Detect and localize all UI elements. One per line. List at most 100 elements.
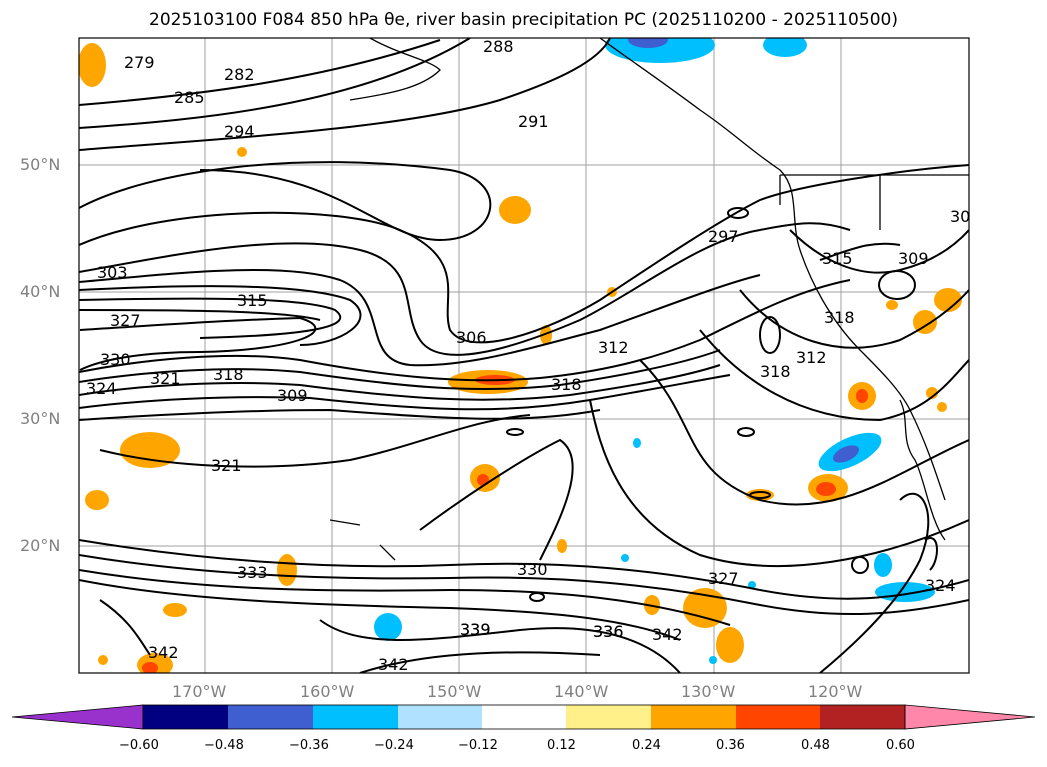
lon-label: 120°W: [808, 682, 863, 701]
contour-label: 336: [593, 622, 624, 641]
contour-label: 336: [593, 622, 624, 641]
contour-label: 279: [124, 53, 155, 72]
colorbar-tick: −0.48: [204, 738, 244, 753]
contour-label: 330: [517, 560, 548, 579]
contour-label: 315: [237, 291, 268, 310]
precip-negative: [709, 656, 717, 664]
contour-label: 30: [950, 207, 970, 226]
contour-label: 309: [277, 386, 308, 405]
precip-strong: [142, 662, 158, 673]
precip-positive: [277, 554, 297, 586]
precip-positive: [120, 432, 180, 468]
map-frame: [78, 37, 970, 674]
contour-label: 315: [822, 249, 853, 268]
lon-label: 130°W: [681, 682, 736, 701]
colorbar-extend-high: [904, 704, 1036, 730]
contour-label: 339: [460, 620, 491, 639]
colorbar-tick: 0.48: [801, 738, 830, 753]
contour-label: 324: [86, 379, 117, 398]
precip-negative: [874, 553, 892, 577]
precip-strong: [816, 482, 836, 496]
lon-label: 170°W: [172, 682, 227, 701]
map-area: 279 282 285 288 291 294 297 303 306 309 …: [79, 37, 970, 673]
contour-label: 342: [148, 643, 179, 662]
colorbar-bin: [820, 705, 905, 729]
precip-negative: [633, 438, 641, 448]
lat-label: 20°N: [20, 536, 61, 555]
precip-negative: [621, 554, 629, 562]
lat-label: 30°N: [20, 409, 61, 428]
precip-positive: [163, 603, 187, 617]
colorbar-bin: [736, 705, 820, 729]
colorbar-tick: −0.12: [458, 738, 498, 753]
precip-strong-negative: [628, 38, 668, 48]
precip-positive: [85, 490, 109, 510]
precip-strong-negative: [832, 445, 860, 463]
theta-e-contours: [79, 38, 969, 673]
contour-label: 342: [652, 625, 683, 644]
colorbar-tick: −0.36: [289, 738, 329, 753]
contour-label: 303: [97, 263, 128, 282]
contour-label: 321: [211, 456, 242, 475]
colorbar-bin: [651, 705, 736, 729]
lon-label: 160°W: [300, 682, 355, 701]
contour-label: 318: [824, 308, 855, 327]
precip-negative: [748, 581, 756, 589]
contour-label: 306: [456, 328, 487, 347]
contour-label: 288: [483, 37, 514, 56]
lat-label: 50°N: [20, 155, 61, 174]
colorbar-bin: [313, 705, 398, 729]
precip-positive: [886, 300, 898, 310]
colorbar-frame: [142, 704, 906, 730]
colorbar-bin: [143, 705, 228, 729]
colorbar-extend-low: [11, 704, 144, 730]
contour-label: 318: [213, 365, 244, 384]
contour-label: 282: [224, 65, 255, 84]
contour-label: 312: [598, 338, 629, 357]
precip-positive: [937, 402, 947, 412]
colorbar-bin: [482, 705, 566, 729]
precip-positive: [79, 43, 106, 87]
lat-label: 40°N: [20, 282, 61, 301]
contour-label: 324: [925, 576, 956, 595]
colorbar-tick: 0.24: [632, 738, 661, 753]
contour-label: 294: [224, 122, 255, 141]
colorbar-bin: [398, 705, 482, 729]
contour-label: 330: [100, 350, 131, 369]
precip-positive: [540, 325, 552, 345]
contour-label: 333: [237, 563, 268, 582]
precip-positive: [98, 655, 108, 665]
colorbar-bin: [228, 705, 313, 729]
precip-strong: [856, 389, 868, 403]
contour-label: 285: [174, 88, 205, 107]
contour-labels: 279 282 285 288 291 294 297 303 306 309 …: [86, 37, 970, 673]
closed-contours: [506, 207, 916, 602]
precip-negative: [374, 613, 402, 641]
coastlines: [329, 38, 969, 561]
precip-negative: [763, 38, 807, 57]
lon-label: 140°W: [554, 682, 609, 701]
contour-label: 318: [760, 362, 791, 381]
contour-label: 321: [150, 369, 181, 388]
lon-label: 150°W: [427, 682, 482, 701]
contour-label: 291: [518, 112, 549, 131]
map-title: 2025103100 F084 850 hPa θe, river basin …: [149, 10, 898, 30]
contour-label: 327: [708, 569, 739, 588]
precip-positive: [716, 627, 744, 663]
colorbar-tick: 0.36: [716, 738, 745, 753]
precip-positive: [913, 310, 937, 334]
precip-positive: [499, 196, 531, 224]
contour-label: 327: [110, 311, 141, 330]
precip-positive: [683, 588, 727, 628]
colorbar-tick: −0.24: [374, 738, 414, 753]
colorbar-tick: 0.60: [886, 738, 915, 753]
precip-positive: [926, 387, 938, 399]
precip-positive: [934, 288, 962, 312]
gridlines: [79, 38, 969, 673]
colorbar-bin: [566, 705, 651, 729]
precip-positive: [237, 147, 247, 157]
contour-label: 309: [898, 249, 929, 268]
contour-label: 297: [708, 227, 739, 246]
contour-label: 312: [796, 348, 827, 367]
